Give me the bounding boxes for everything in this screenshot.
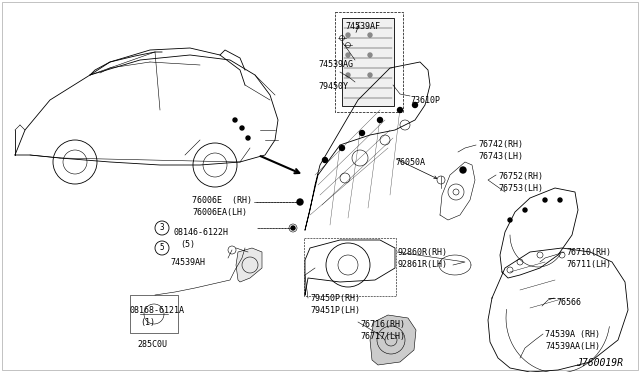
Circle shape [368,53,372,57]
Bar [130,295,178,333]
Circle shape [543,198,547,202]
Text: 74539AH: 74539AH [170,258,205,267]
Bar [335,12,403,112]
Text: 79451P(LH): 79451P(LH) [310,306,360,315]
Text: 73610P: 73610P [410,96,440,105]
Circle shape [397,108,403,112]
Text: 76711(LH): 76711(LH) [566,260,611,269]
Circle shape [460,167,466,173]
Circle shape [346,73,350,77]
Polygon shape [370,315,416,365]
Circle shape [368,33,372,37]
Text: 76743(LH): 76743(LH) [478,152,523,161]
Text: 08146-6122H: 08146-6122H [173,228,228,237]
Text: 285C0U: 285C0U [137,340,167,349]
Text: 92860R(RH): 92860R(RH) [398,248,448,257]
Circle shape [291,226,295,230]
Text: 76752(RH): 76752(RH) [498,172,543,181]
Text: 76050A: 76050A [395,158,425,167]
Text: 92861R(LH): 92861R(LH) [398,260,448,269]
Text: 74539AF: 74539AF [345,22,380,31]
Circle shape [240,126,244,130]
Text: 76717(LH): 76717(LH) [360,332,405,341]
Text: 76006EA(LH): 76006EA(LH) [192,208,247,217]
Circle shape [558,198,562,202]
Text: (5): (5) [180,240,195,249]
Circle shape [323,157,328,163]
Polygon shape [236,248,262,282]
Circle shape [233,118,237,122]
Circle shape [360,131,365,135]
Text: 08168-6121A: 08168-6121A [130,306,185,315]
Text: 74539AG: 74539AG [318,60,353,69]
Text: 76566: 76566 [556,298,581,307]
Text: 76710(RH): 76710(RH) [566,248,611,257]
Text: 79450P(RH): 79450P(RH) [310,294,360,303]
Circle shape [346,33,350,37]
Circle shape [339,145,344,151]
Circle shape [378,118,383,122]
Text: 76716(RH): 76716(RH) [360,320,405,329]
Circle shape [508,218,512,222]
Circle shape [346,53,350,57]
Text: 76753(LH): 76753(LH) [498,184,543,193]
Text: (1): (1) [140,318,155,327]
Text: 76006E  (RH): 76006E (RH) [192,196,252,205]
Text: 76742(RH): 76742(RH) [478,140,523,149]
Text: 74539A (RH): 74539A (RH) [545,330,600,339]
Text: J760019R: J760019R [577,358,623,368]
Bar [342,18,394,106]
Circle shape [413,103,417,108]
Circle shape [297,199,303,205]
Text: 74539AA(LH): 74539AA(LH) [545,342,600,351]
Circle shape [523,208,527,212]
Circle shape [368,73,372,77]
Circle shape [246,136,250,140]
Bar [304,238,396,296]
Text: 3: 3 [160,224,164,232]
Text: 5: 5 [160,244,164,253]
Text: 79450Y: 79450Y [318,82,348,91]
